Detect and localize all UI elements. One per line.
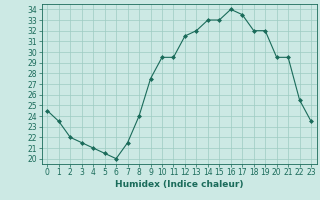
- X-axis label: Humidex (Indice chaleur): Humidex (Indice chaleur): [115, 180, 244, 189]
